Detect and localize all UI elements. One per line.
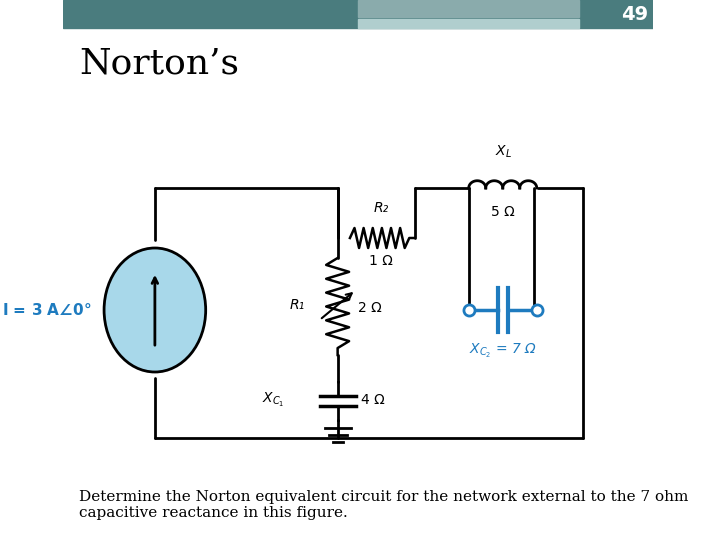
Text: $X_{C_1}$: $X_{C_1}$ — [262, 391, 284, 409]
Bar — [63, 0, 653, 28]
Text: 49: 49 — [621, 4, 649, 24]
Text: 5 Ω: 5 Ω — [491, 205, 515, 219]
Circle shape — [104, 248, 206, 372]
Bar — [358, 19, 580, 28]
Text: 4 Ω: 4 Ω — [361, 393, 384, 407]
Text: 1 Ω: 1 Ω — [369, 254, 393, 268]
Text: $X_L$: $X_L$ — [495, 144, 512, 160]
Text: 2 Ω: 2 Ω — [358, 301, 382, 315]
Text: Norton’s: Norton’s — [79, 46, 240, 80]
Text: R₂: R₂ — [374, 201, 389, 215]
Bar — [358, 0, 580, 17]
Text: $\mathbf{I}$ = 3 A∠0°: $\mathbf{I}$ = 3 A∠0° — [1, 302, 91, 318]
Text: R₁: R₁ — [289, 298, 305, 312]
Text: Determine the Norton equivalent circuit for the network external to the 7 ohm
ca: Determine the Norton equivalent circuit … — [79, 490, 689, 520]
Text: $X_{C_2}$ = 7 Ω: $X_{C_2}$ = 7 Ω — [469, 342, 537, 360]
